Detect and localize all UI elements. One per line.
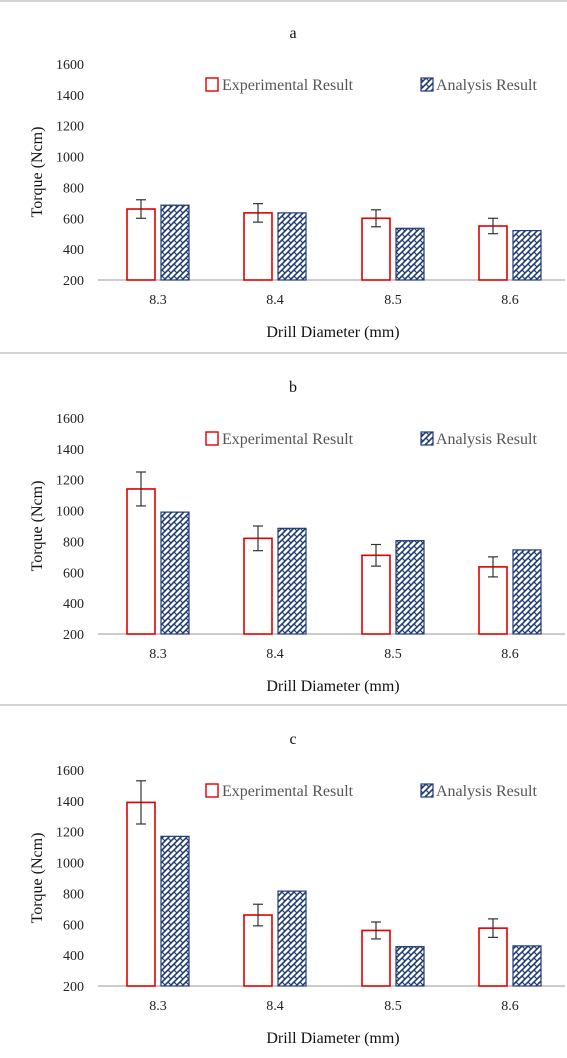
bar-experimental (243, 537, 273, 635)
bar-analysis (512, 549, 542, 635)
separator-a-b (0, 352, 567, 354)
y-tick-label: 200 (63, 628, 84, 643)
y-tick-label: 1000 (56, 151, 84, 166)
x-tick-label: 8.5 (384, 647, 402, 662)
bar-experimental (243, 914, 273, 987)
y-tick-label: 1200 (56, 120, 84, 135)
bar-analysis (160, 835, 190, 987)
y-tick-label: 1000 (56, 857, 84, 872)
legend-label-experimental: Experimental Result (222, 431, 354, 448)
y-axis-title: Torque (Ncm) (29, 833, 46, 924)
y-tick-label: 400 (63, 243, 84, 258)
y-axis-title: Torque (Ncm) (29, 127, 46, 218)
bar-analysis (277, 527, 307, 635)
y-tick-label: 200 (63, 980, 84, 995)
y-tick-label: 400 (63, 597, 84, 612)
bar-analysis (395, 946, 425, 987)
bar-analysis (512, 945, 542, 987)
x-tick-label: 8.4 (266, 999, 284, 1014)
bar-experimental (126, 801, 156, 987)
x-tick-label: 8.4 (266, 293, 284, 308)
x-axis-title: Drill Diameter (mm) (266, 324, 399, 341)
y-tick-label: 1400 (56, 443, 84, 458)
x-tick-label: 8.6 (501, 293, 519, 308)
chart-b: b 200 400 600 800 1000 1200 1400 1600 8.3 8.4 8.5 8.… (29, 379, 565, 695)
x-tick-label: 8.6 (501, 999, 519, 1014)
y-tick-label: 600 (63, 566, 84, 581)
y-tick-label: 1200 (56, 474, 84, 489)
legend-label-analysis: Analysis Result (436, 431, 537, 448)
y-tick-label: 600 (63, 212, 84, 227)
y-tick-label: 200 (63, 274, 84, 289)
x-tick-label: 8.5 (384, 293, 402, 308)
legend-swatch-experimental (205, 77, 219, 92)
legend-swatch-analysis (420, 431, 434, 446)
legend-label-analysis: Analysis Result (436, 783, 537, 800)
y-tick-label: 800 (63, 535, 84, 550)
x-tick-label: 8.4 (266, 647, 284, 662)
bar-experimental (126, 488, 156, 635)
chart-a: a 200 400 600 800 1000 1200 1400 1600 8.3 8.4 8.5 8.… (29, 25, 565, 341)
x-tick-label: 8.3 (149, 999, 167, 1014)
y-tick-label: 800 (63, 887, 84, 902)
bar-experimental (243, 212, 273, 281)
bar-experimental (478, 566, 508, 635)
bar-experimental (361, 554, 391, 635)
legend-swatch-experimental (205, 783, 219, 798)
legend-label-experimental: Experimental Result (222, 77, 354, 94)
chart-title: a (289, 25, 296, 42)
legend-swatch-experimental (205, 431, 219, 446)
bar-analysis (277, 890, 307, 987)
x-tick-label: 8.5 (384, 999, 402, 1014)
y-tick-label: 1400 (56, 795, 84, 810)
x-tick-label: 8.6 (501, 647, 519, 662)
bar-experimental (361, 929, 391, 987)
x-axis-title: Drill Diameter (mm) (266, 678, 399, 695)
y-tick-label: 1600 (56, 764, 84, 779)
y-tick-label: 1600 (56, 58, 84, 73)
legend-swatch-analysis (420, 77, 434, 92)
bar-experimental (478, 225, 508, 281)
bar-analysis (395, 540, 425, 635)
y-tick-label: 600 (63, 918, 84, 933)
legend-swatch-analysis (420, 783, 434, 798)
chart-c: c 200 400 600 800 1000 1200 1400 1600 8.3 8.4 8.5 8.… (29, 731, 565, 1047)
y-tick-label: 1400 (56, 89, 84, 104)
bar-analysis (160, 511, 190, 635)
separator-b-c (0, 704, 567, 706)
top-separator (0, 0, 567, 2)
y-tick-label: 1000 (56, 505, 84, 520)
legend-label-experimental: Experimental Result (222, 783, 354, 800)
y-tick-label: 800 (63, 181, 84, 196)
x-tick-label: 8.3 (149, 293, 167, 308)
y-tick-label: 1600 (56, 412, 84, 427)
chart-title: b (289, 379, 297, 396)
bar-analysis (277, 212, 307, 281)
bar-analysis (395, 227, 425, 281)
y-tick-label: 1200 (56, 826, 84, 841)
chart-panel-a: a 200 400 600 800 1000 1200 1400 1600 8.3 8.4 8.5 8.… (0, 0, 567, 352)
bar-experimental (361, 217, 391, 281)
y-tick-label: 400 (63, 949, 84, 964)
bar-analysis (512, 230, 542, 281)
x-axis-title: Drill Diameter (mm) (266, 1030, 399, 1047)
bar-experimental (126, 208, 156, 281)
y-axis-title: Torque (Ncm) (29, 481, 46, 572)
chart-panel-c: c 200 400 600 800 1000 1200 1400 1600 8.3 8.4 8.5 8.… (0, 706, 567, 1058)
chart-title: c (289, 731, 296, 748)
legend-label-analysis: Analysis Result (436, 77, 537, 94)
x-tick-label: 8.3 (149, 647, 167, 662)
chart-panel-b: b 200 400 600 800 1000 1200 1400 1600 8.3 8.4 8.5 8.… (0, 354, 567, 706)
bar-analysis (160, 204, 190, 281)
